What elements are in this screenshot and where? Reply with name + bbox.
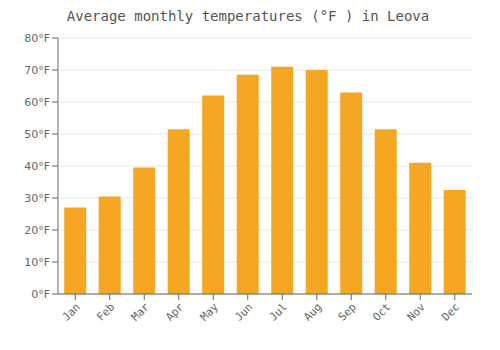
svg-text:Dec: Dec	[439, 300, 462, 323]
svg-text:70°F: 70°F	[24, 64, 50, 77]
svg-text:Jun: Jun	[232, 300, 255, 323]
svg-text:10°F: 10°F	[24, 256, 50, 269]
svg-text:Nov: Nov	[405, 300, 429, 324]
svg-text:40°F: 40°F	[24, 160, 50, 173]
svg-text:Jan: Jan	[60, 300, 83, 323]
svg-text:30°F: 30°F	[24, 192, 50, 205]
svg-text:20°F: 20°F	[24, 224, 50, 237]
svg-text:0°F: 0°F	[31, 288, 50, 301]
svg-text:80°F: 80°F	[24, 32, 50, 45]
html-text:Average monthly temperatures (: Average monthly temperatures (°F ) in Le…	[66, 8, 430, 24]
svg-text:May: May	[198, 300, 222, 324]
svg-text:Sep: Sep	[336, 300, 359, 323]
svg-text:Mar: Mar	[129, 300, 153, 324]
svg-text:Aug: Aug	[301, 300, 324, 323]
svg-text:Oct: Oct	[370, 300, 393, 323]
svg-text:60°F: 60°F	[24, 96, 50, 109]
svg-text:Apr: Apr	[163, 300, 187, 324]
svg-text:Feb: Feb	[94, 300, 117, 323]
svg-text:Jul: Jul	[267, 300, 290, 323]
svg-text:50°F: 50°F	[24, 128, 50, 141]
